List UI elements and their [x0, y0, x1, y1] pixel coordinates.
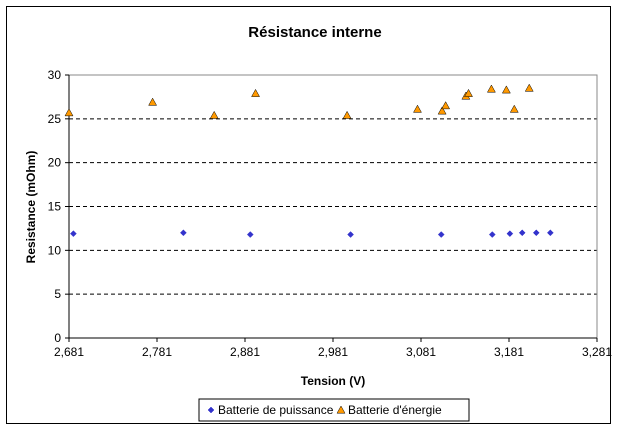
point-series1-13 — [524, 83, 534, 92]
x-tick-label-5: 3,181 — [494, 345, 524, 359]
y-axis-label: Resistance (mOhm) — [24, 151, 38, 264]
point-series0-6 — [506, 230, 514, 238]
legend-marker-1 — [336, 405, 346, 414]
legend-marker-0 — [207, 406, 215, 414]
legend-box — [198, 398, 470, 422]
y-tick-label-5: 25 — [48, 112, 62, 126]
data-points — [64, 83, 554, 238]
point-series1-2 — [209, 110, 219, 119]
point-series1-3 — [251, 88, 260, 97]
point-series1-9 — [464, 88, 473, 97]
point-series0-0 — [70, 230, 77, 238]
legend-entries: Batterie de puissance Batterie d'énergie — [207, 403, 442, 417]
chart-frame: Résistance interne 0 5 10 15 20 25 30 2,681 2,78… — [6, 6, 612, 424]
point-series0-8 — [532, 229, 540, 237]
y-tick-label-4: 20 — [48, 156, 62, 170]
point-series1-0 — [64, 108, 74, 117]
x-tick-label-4: 3,081 — [406, 345, 436, 359]
y-tick-label-1: 5 — [54, 287, 61, 301]
x-tick-label-0: 2,681 — [54, 345, 84, 359]
x-tick-label-3: 2,981 — [318, 345, 348, 359]
point-series1-7 — [441, 101, 451, 110]
x-axis-label: Tension (V) — [301, 374, 365, 388]
point-series0-2 — [246, 231, 254, 238]
y-tick-label-6: 30 — [48, 68, 62, 82]
legend-label-0: Batterie de puissance — [218, 403, 334, 417]
point-series1-5 — [413, 104, 422, 113]
x-tick-label-1: 2,781 — [142, 345, 172, 359]
point-series1-11 — [501, 85, 511, 94]
point-series0-1 — [180, 229, 187, 237]
axes: 0 5 10 15 20 25 30 2,681 2,781 2,881 2,981 3,081 3,1… — [48, 68, 612, 359]
point-series1-6 — [437, 106, 447, 115]
point-series1-12 — [509, 104, 519, 113]
y-tick-label-0: 0 — [54, 331, 61, 345]
grid-lines — [69, 74, 597, 295]
chart-title: Résistance interne — [248, 24, 381, 41]
chart-svg: Résistance interne 0 5 10 15 20 25 30 2,681 2,78… — [24, 24, 612, 422]
y-tick-label-2: 10 — [48, 243, 62, 257]
legend-label-1: Batterie d'énergie — [348, 403, 442, 417]
legend: Batterie de puissance Batterie d'énergie — [198, 398, 470, 422]
point-series0-5 — [488, 231, 496, 238]
x-tick-label-2: 2,881 — [230, 345, 260, 359]
point-series1-1 — [148, 97, 158, 106]
x-tick-label-6: 3,281 — [582, 345, 612, 359]
point-series0-4 — [437, 231, 445, 238]
y-tick-label-3: 15 — [48, 200, 62, 214]
point-series1-4 — [342, 110, 352, 119]
point-series1-10 — [486, 84, 496, 93]
point-series0-3 — [347, 231, 354, 238]
point-series0-9 — [547, 229, 554, 237]
point-series0-7 — [518, 229, 526, 237]
